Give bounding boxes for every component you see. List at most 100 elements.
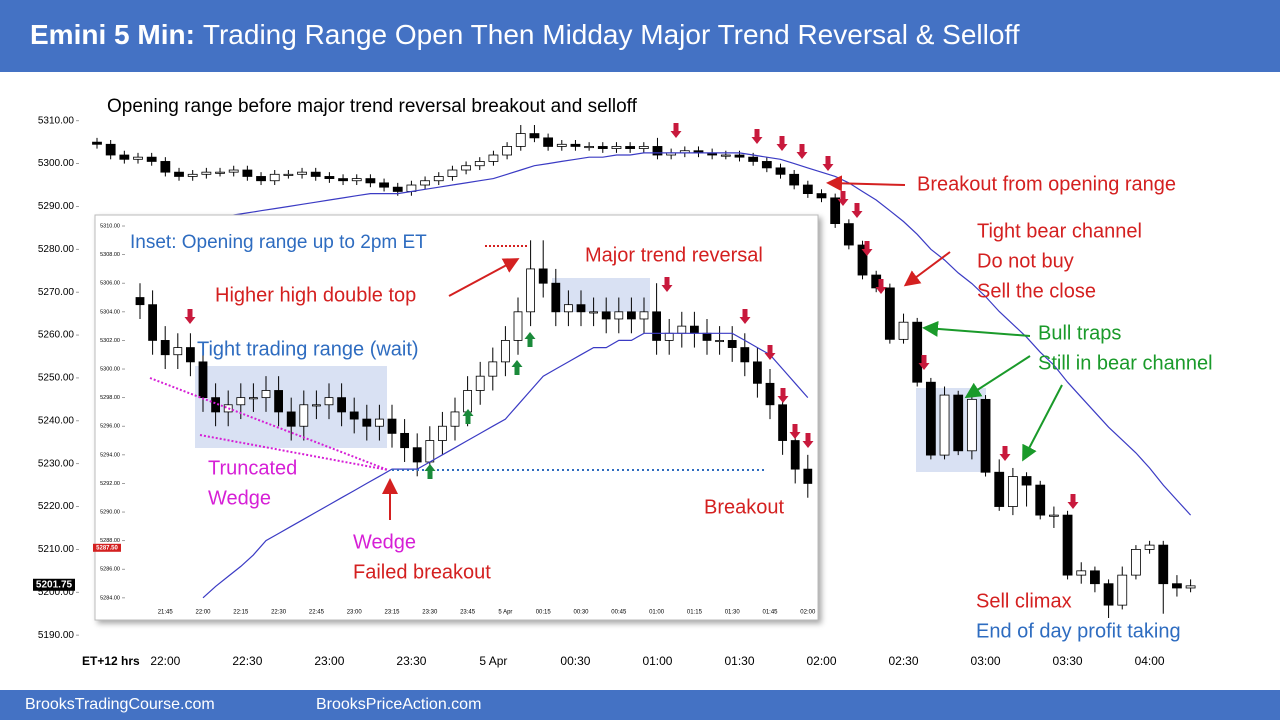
sell-arrow <box>822 156 834 171</box>
candle-body <box>939 394 950 456</box>
candle-body <box>461 165 471 171</box>
price-tag: 5287.50 <box>96 545 118 551</box>
x-tick-label: 02:30 <box>889 654 919 668</box>
candle-body <box>857 244 868 276</box>
candle-body <box>425 440 435 463</box>
candle-body <box>843 223 854 246</box>
candle-body <box>740 347 750 363</box>
price-tag-bg <box>93 543 121 552</box>
sell-arrow <box>777 388 789 403</box>
candle-body <box>349 411 359 420</box>
candle-body <box>211 397 221 413</box>
candle-body <box>475 375 485 391</box>
candle-body <box>912 321 923 383</box>
candle-body <box>690 325 699 334</box>
candle-body <box>953 394 964 452</box>
annotation-line <box>903 251 951 287</box>
y-tick-label: 5190.00 <box>38 630 75 641</box>
candle-body <box>1144 544 1155 550</box>
candle-body <box>119 154 130 160</box>
annotation: Still in bear channel <box>1038 352 1213 374</box>
annotation: Truncated <box>208 457 297 479</box>
y-tick-label: 5290.00 <box>38 201 75 212</box>
annotation: End of day profit taking <box>976 620 1181 642</box>
candle-body <box>223 404 233 413</box>
x-tick-label: 01:00 <box>649 610 665 616</box>
candle-body <box>529 133 540 139</box>
candle-body <box>299 404 309 427</box>
candle-body <box>601 311 611 320</box>
candle-body <box>474 161 485 167</box>
x-axis-label: ET+12 hrs <box>82 654 140 668</box>
candle-body <box>802 184 813 194</box>
y-tick-label: 5230.00 <box>38 458 75 469</box>
sell-arrow <box>802 433 814 448</box>
candle-body <box>1185 585 1196 589</box>
y-tick-label: 5300.00 <box>100 366 120 372</box>
y-tick-label: 5200.00 <box>38 587 75 598</box>
candle-body <box>228 169 239 173</box>
candle-body <box>1103 583 1114 606</box>
x-tick-label: 22:00 <box>150 654 180 668</box>
candle-body <box>775 167 786 175</box>
candle-body <box>146 156 157 162</box>
annotation: Wedge <box>208 487 271 509</box>
annotation: Wedge <box>353 531 416 553</box>
sell-arrow <box>751 129 763 144</box>
candle-body <box>664 332 674 341</box>
header-bar <box>0 0 1280 72</box>
y-tick-label: 5286.00 <box>100 567 120 573</box>
y-tick-label: 5210.00 <box>38 544 75 555</box>
y-tick-label: 5250.00 <box>38 373 75 384</box>
candle-body <box>1090 570 1100 585</box>
inset-chart: Inset: Opening range up to 2pm ET 5284.00… <box>93 214 819 621</box>
sell-arrow <box>739 309 751 324</box>
x-tick-label: 23:30 <box>396 654 426 668</box>
sell-arrow <box>764 345 776 360</box>
x-tick-label: 01:45 <box>762 610 778 616</box>
x-tick-label: 02:00 <box>806 654 836 668</box>
candle-body <box>502 146 513 156</box>
candle-body <box>753 361 762 384</box>
candle-body <box>1172 583 1182 589</box>
footer-link: BrooksTradingCourse.com <box>25 696 215 713</box>
y-tick-label: 5308.00 <box>100 252 120 258</box>
x-tick-label: 22:30 <box>271 610 287 616</box>
candle-body <box>816 193 827 199</box>
sell-arrow <box>837 191 849 206</box>
annotation-line <box>149 377 389 471</box>
sell-arrow <box>875 279 887 294</box>
x-tick-label: 00:15 <box>536 610 552 616</box>
annotation-line <box>448 258 520 297</box>
candle-body <box>437 425 447 441</box>
candle-body <box>133 156 143 160</box>
candle-body <box>286 411 296 427</box>
candle-body <box>447 169 458 177</box>
candle-body <box>1021 476 1032 486</box>
sell-arrow <box>184 309 196 324</box>
candle-body <box>884 287 895 340</box>
y-tick-label: 5260.00 <box>38 330 75 341</box>
y-tick-label: 5306.00 <box>100 281 120 287</box>
y-tick-label: 5304.00 <box>100 309 120 315</box>
candle-body <box>614 311 624 320</box>
candle-body <box>215 171 225 174</box>
y-tick-label: 5298.00 <box>100 395 120 401</box>
candle-body <box>351 178 362 182</box>
candle-body <box>201 171 212 175</box>
candle-body <box>589 311 598 314</box>
x-tick-label: 22:30 <box>232 654 262 668</box>
sell-arrow <box>918 355 930 370</box>
x-tick-label: 23:45 <box>460 610 476 616</box>
candle-body <box>256 176 266 182</box>
x-tick-label: 01:30 <box>724 654 754 668</box>
annotation: Breakout from opening range <box>917 173 1176 195</box>
x-tick-label: 01:00 <box>642 654 672 668</box>
candle-body <box>242 169 253 177</box>
candle-body <box>538 268 548 284</box>
header-text: Trading Range Open Then Midday Major Tre… <box>203 19 1020 50</box>
candle-body <box>925 381 936 456</box>
price-tag: 5201.75 <box>36 579 73 590</box>
sell-arrow <box>796 144 808 159</box>
